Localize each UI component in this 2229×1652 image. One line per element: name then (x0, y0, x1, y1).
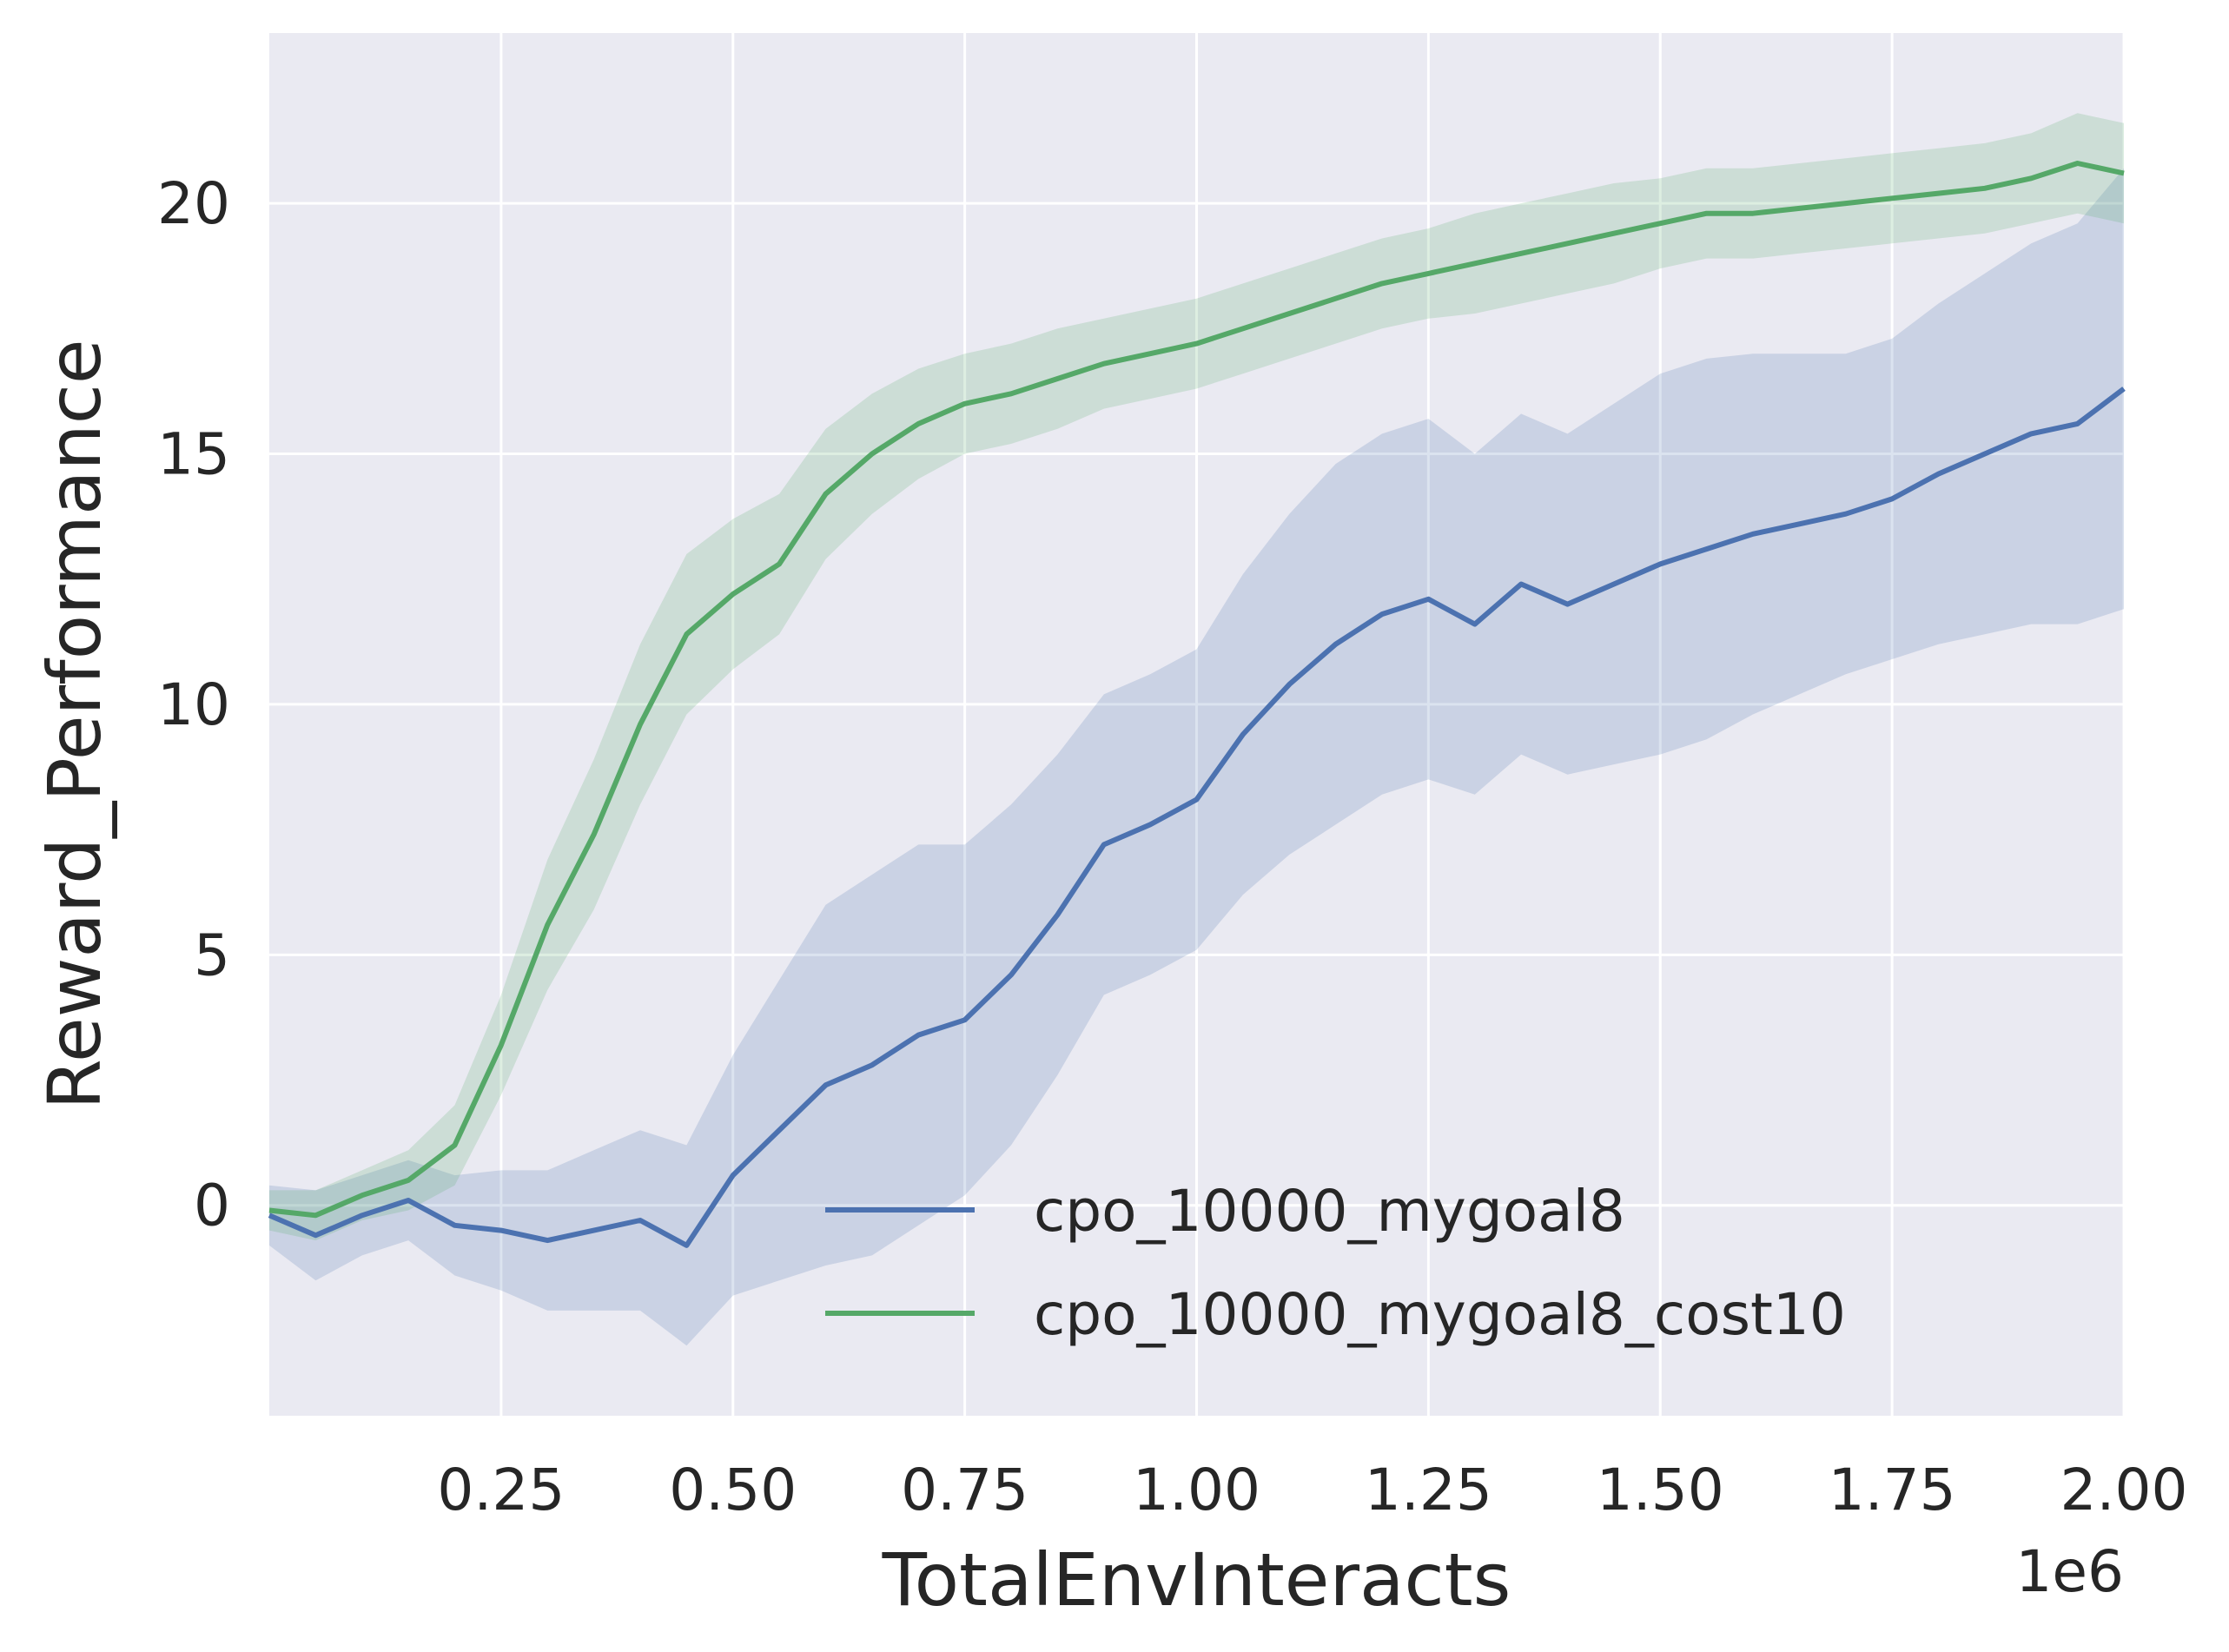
x-tick-label: 1.50 (1597, 1457, 1724, 1523)
y-tick-label: 20 (157, 170, 230, 237)
series-lines (268, 161, 2126, 1248)
y-tick-label: 10 (157, 671, 230, 738)
x-tick-label: 2.00 (2060, 1457, 2188, 1523)
legend-label-1: cpo_10000_mygoal8 (1034, 1178, 1625, 1245)
confidence-band-1 (269, 168, 2124, 1346)
series-line-1 (268, 387, 2126, 1248)
confidence-bands (269, 113, 2124, 1346)
x-tick-label: 1.00 (1133, 1457, 1260, 1523)
x-tick-label: 0.50 (669, 1457, 797, 1523)
x-tick-label: 0.25 (437, 1457, 565, 1523)
x-tick-label: 1.75 (1829, 1457, 1956, 1523)
y-axis-label: Reward_Performance (32, 339, 117, 1109)
y-axis-ticks: 0 5 10 15 20 (157, 170, 230, 1239)
y-tick-label: 0 (194, 1173, 230, 1239)
legend-label-2: cpo_10000_mygoal8_cost10 (1034, 1281, 1846, 1348)
x-axis-offset-label: 1e6 (2015, 1538, 2124, 1605)
grid (269, 33, 2126, 1416)
x-axis-label: TotalEnvInteracts (882, 1537, 1511, 1622)
x-axis-ticks: 0.25 0.50 0.75 1.00 1.25 1.50 1.75 2.00 (437, 1457, 2187, 1523)
y-tick-label: 15 (157, 421, 230, 488)
series-line-2 (268, 161, 2125, 1219)
x-tick-label: 1.25 (1365, 1457, 1492, 1523)
y-tick-label: 5 (194, 922, 230, 988)
confidence-band-2 (269, 113, 2124, 1241)
legend: cpo_10000_mygoal8 cpo_10000_mygoal8_cost1… (825, 1178, 1846, 1348)
x-tick-label: 0.75 (901, 1457, 1029, 1523)
